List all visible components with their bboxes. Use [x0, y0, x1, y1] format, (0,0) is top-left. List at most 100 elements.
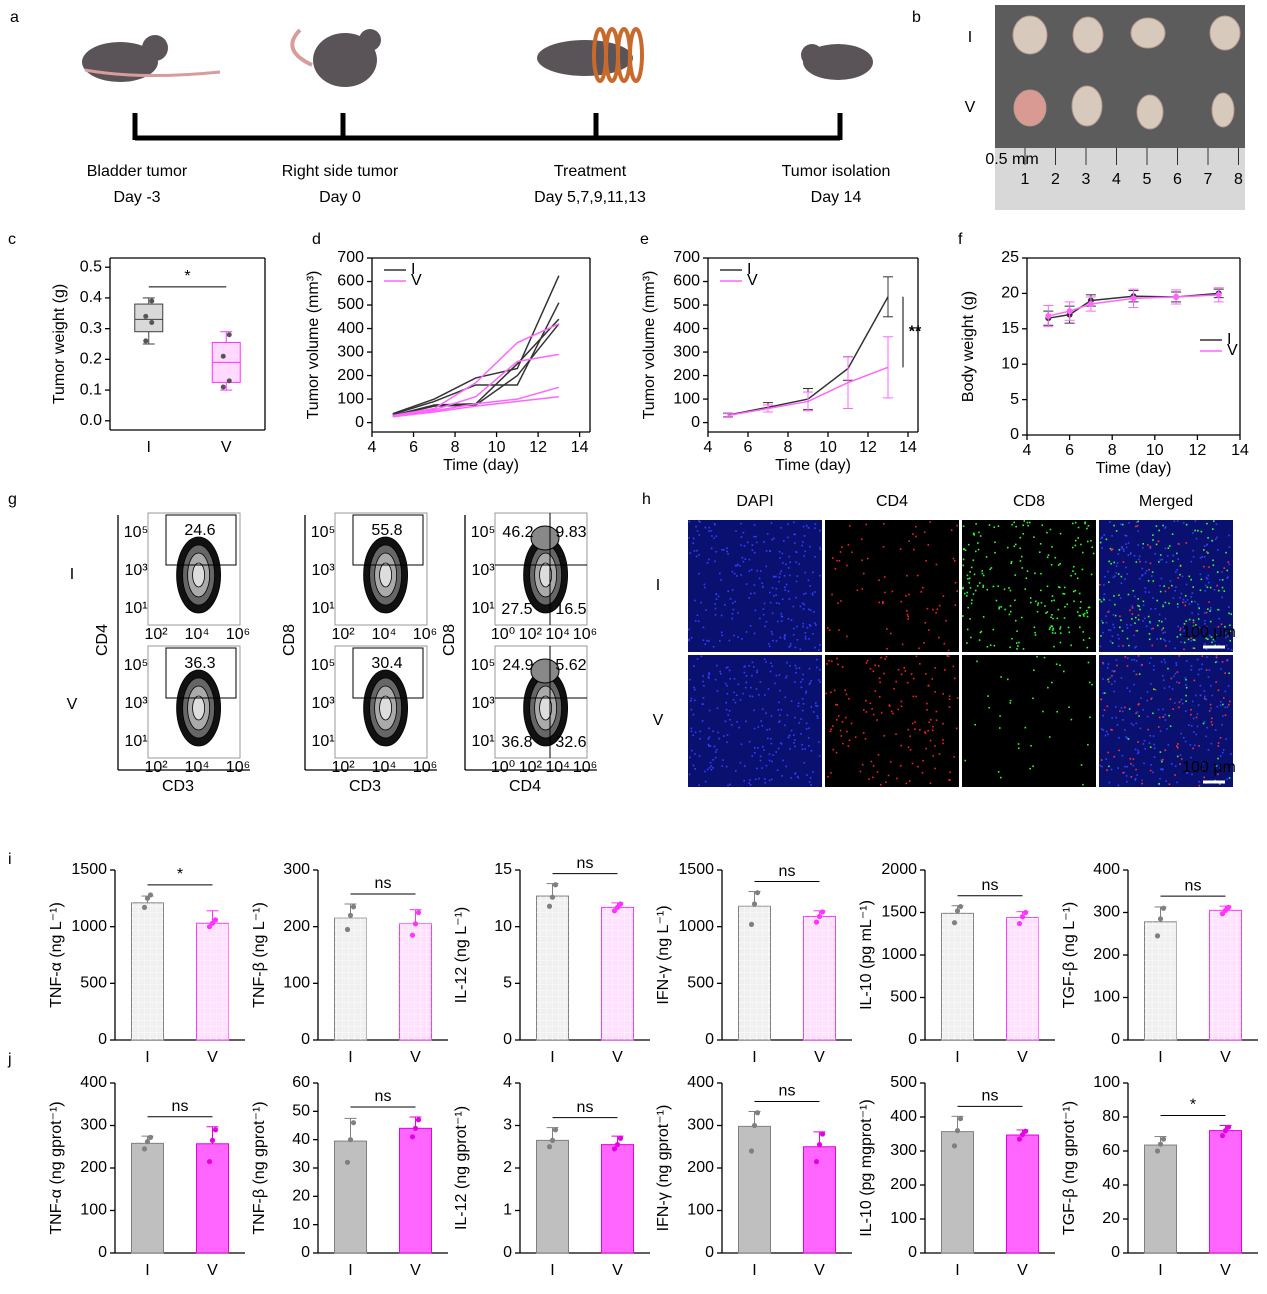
cell-dot — [872, 713, 875, 716]
y-axis-label: IL-10 (pg mL⁻¹) — [858, 900, 875, 1010]
cell-dot — [780, 612, 783, 615]
cell-dot — [787, 618, 790, 620]
cell-dot — [1179, 629, 1182, 632]
cell-dot — [1230, 613, 1233, 615]
cell-dot — [1203, 549, 1205, 551]
gate-value: 32.6 — [555, 734, 586, 751]
cell-dot — [1125, 566, 1127, 569]
cell-dot — [808, 781, 811, 783]
cell-dot — [1089, 716, 1091, 719]
cell-dot — [708, 526, 711, 529]
cell-dot — [1129, 690, 1131, 693]
cell-dot — [1151, 644, 1154, 647]
cell-dot — [740, 522, 743, 525]
x-axis-label: Time (day) — [775, 457, 851, 474]
cell-dot — [1144, 591, 1147, 593]
cell-dot — [1000, 606, 1003, 608]
cell-dot — [796, 625, 798, 628]
cell-dot — [819, 668, 821, 671]
cell-dot — [1114, 575, 1116, 577]
cell-dot — [924, 732, 927, 734]
cell-dot — [1129, 553, 1132, 555]
data-point — [350, 904, 357, 910]
cell-dot — [1129, 609, 1131, 612]
cell-dot — [1185, 684, 1187, 686]
cell-dot — [718, 572, 721, 575]
marker — [1130, 295, 1137, 302]
row-label: I — [70, 566, 74, 583]
cell-dot — [809, 682, 812, 684]
y-tick-label: 100 — [337, 390, 364, 407]
gate — [165, 647, 237, 699]
cell-dot — [728, 709, 731, 712]
cell-dot — [966, 574, 969, 577]
x-tick-label: 6 — [1065, 442, 1074, 459]
cell-dot — [710, 530, 713, 532]
y-tick-label: 500 — [337, 296, 364, 313]
cell-dot — [1040, 589, 1042, 592]
cell-dot — [882, 600, 884, 603]
cell-dot — [797, 702, 800, 705]
data-point — [954, 908, 961, 914]
cell-dot — [736, 575, 738, 577]
x-tick-label: 10 — [819, 439, 837, 456]
marker — [1045, 313, 1052, 320]
tick-label: 10³ — [311, 562, 335, 579]
significance-label: ns — [1185, 877, 1202, 894]
y-tick-label: 100 — [80, 1202, 107, 1219]
cell-dot — [1074, 521, 1077, 524]
cell-dot — [799, 648, 802, 651]
cell-dot — [741, 638, 743, 640]
cell-dot — [763, 658, 766, 661]
cell-dot — [744, 665, 746, 668]
y-tick-label: 0.0 — [80, 412, 102, 429]
significance-label: * — [177, 866, 183, 883]
cell-dot — [752, 666, 755, 668]
cell-dot — [1168, 714, 1170, 717]
y-tick-label: 0 — [355, 414, 364, 431]
cell-dot — [1206, 726, 1209, 729]
x-tick-label: 8 — [451, 439, 460, 456]
contour — [530, 658, 560, 684]
cell-dot — [866, 557, 869, 560]
cell-dot — [756, 569, 758, 572]
cell-dot — [1150, 628, 1153, 630]
cell-dot — [1220, 668, 1222, 670]
cell-dot — [780, 570, 783, 573]
cell-dot — [1030, 744, 1032, 747]
cell-dot — [1137, 558, 1140, 561]
axis-label: CD3 — [162, 778, 194, 795]
cell-dot — [1226, 778, 1228, 781]
x-tick-label: 10 — [1146, 442, 1164, 459]
cell-dot — [1217, 608, 1219, 611]
cell-dot — [1225, 738, 1228, 740]
cell-dot — [934, 690, 936, 693]
cell-dot — [1192, 717, 1195, 720]
cell-dot — [1167, 744, 1170, 746]
cell-dot — [1107, 611, 1109, 613]
cell-dot — [723, 735, 725, 737]
cell-dot — [977, 548, 980, 551]
cell-dot — [982, 574, 985, 577]
cell-dot — [1208, 710, 1211, 712]
cell-dot — [1216, 764, 1219, 767]
cell-dot — [1159, 554, 1162, 556]
cell-dot — [1222, 697, 1225, 699]
cell-dot — [1195, 537, 1198, 540]
cell-dot — [942, 722, 944, 725]
cell-dot — [865, 711, 868, 713]
cell-dot — [1171, 688, 1174, 690]
cell-dot — [1139, 608, 1141, 611]
cell-dot — [792, 734, 795, 736]
x-tick-label: 6 — [409, 439, 418, 456]
cell-dot — [1048, 736, 1051, 738]
plot-frame — [334, 645, 428, 759]
cell-dot — [1198, 626, 1201, 629]
cell-dot — [851, 551, 853, 554]
cell-dot — [753, 727, 756, 730]
cell-dot — [1199, 694, 1202, 697]
cell-dot — [1217, 689, 1220, 692]
cell-dot — [706, 639, 708, 642]
cell-dot — [743, 666, 746, 668]
cell-dot — [765, 550, 768, 552]
